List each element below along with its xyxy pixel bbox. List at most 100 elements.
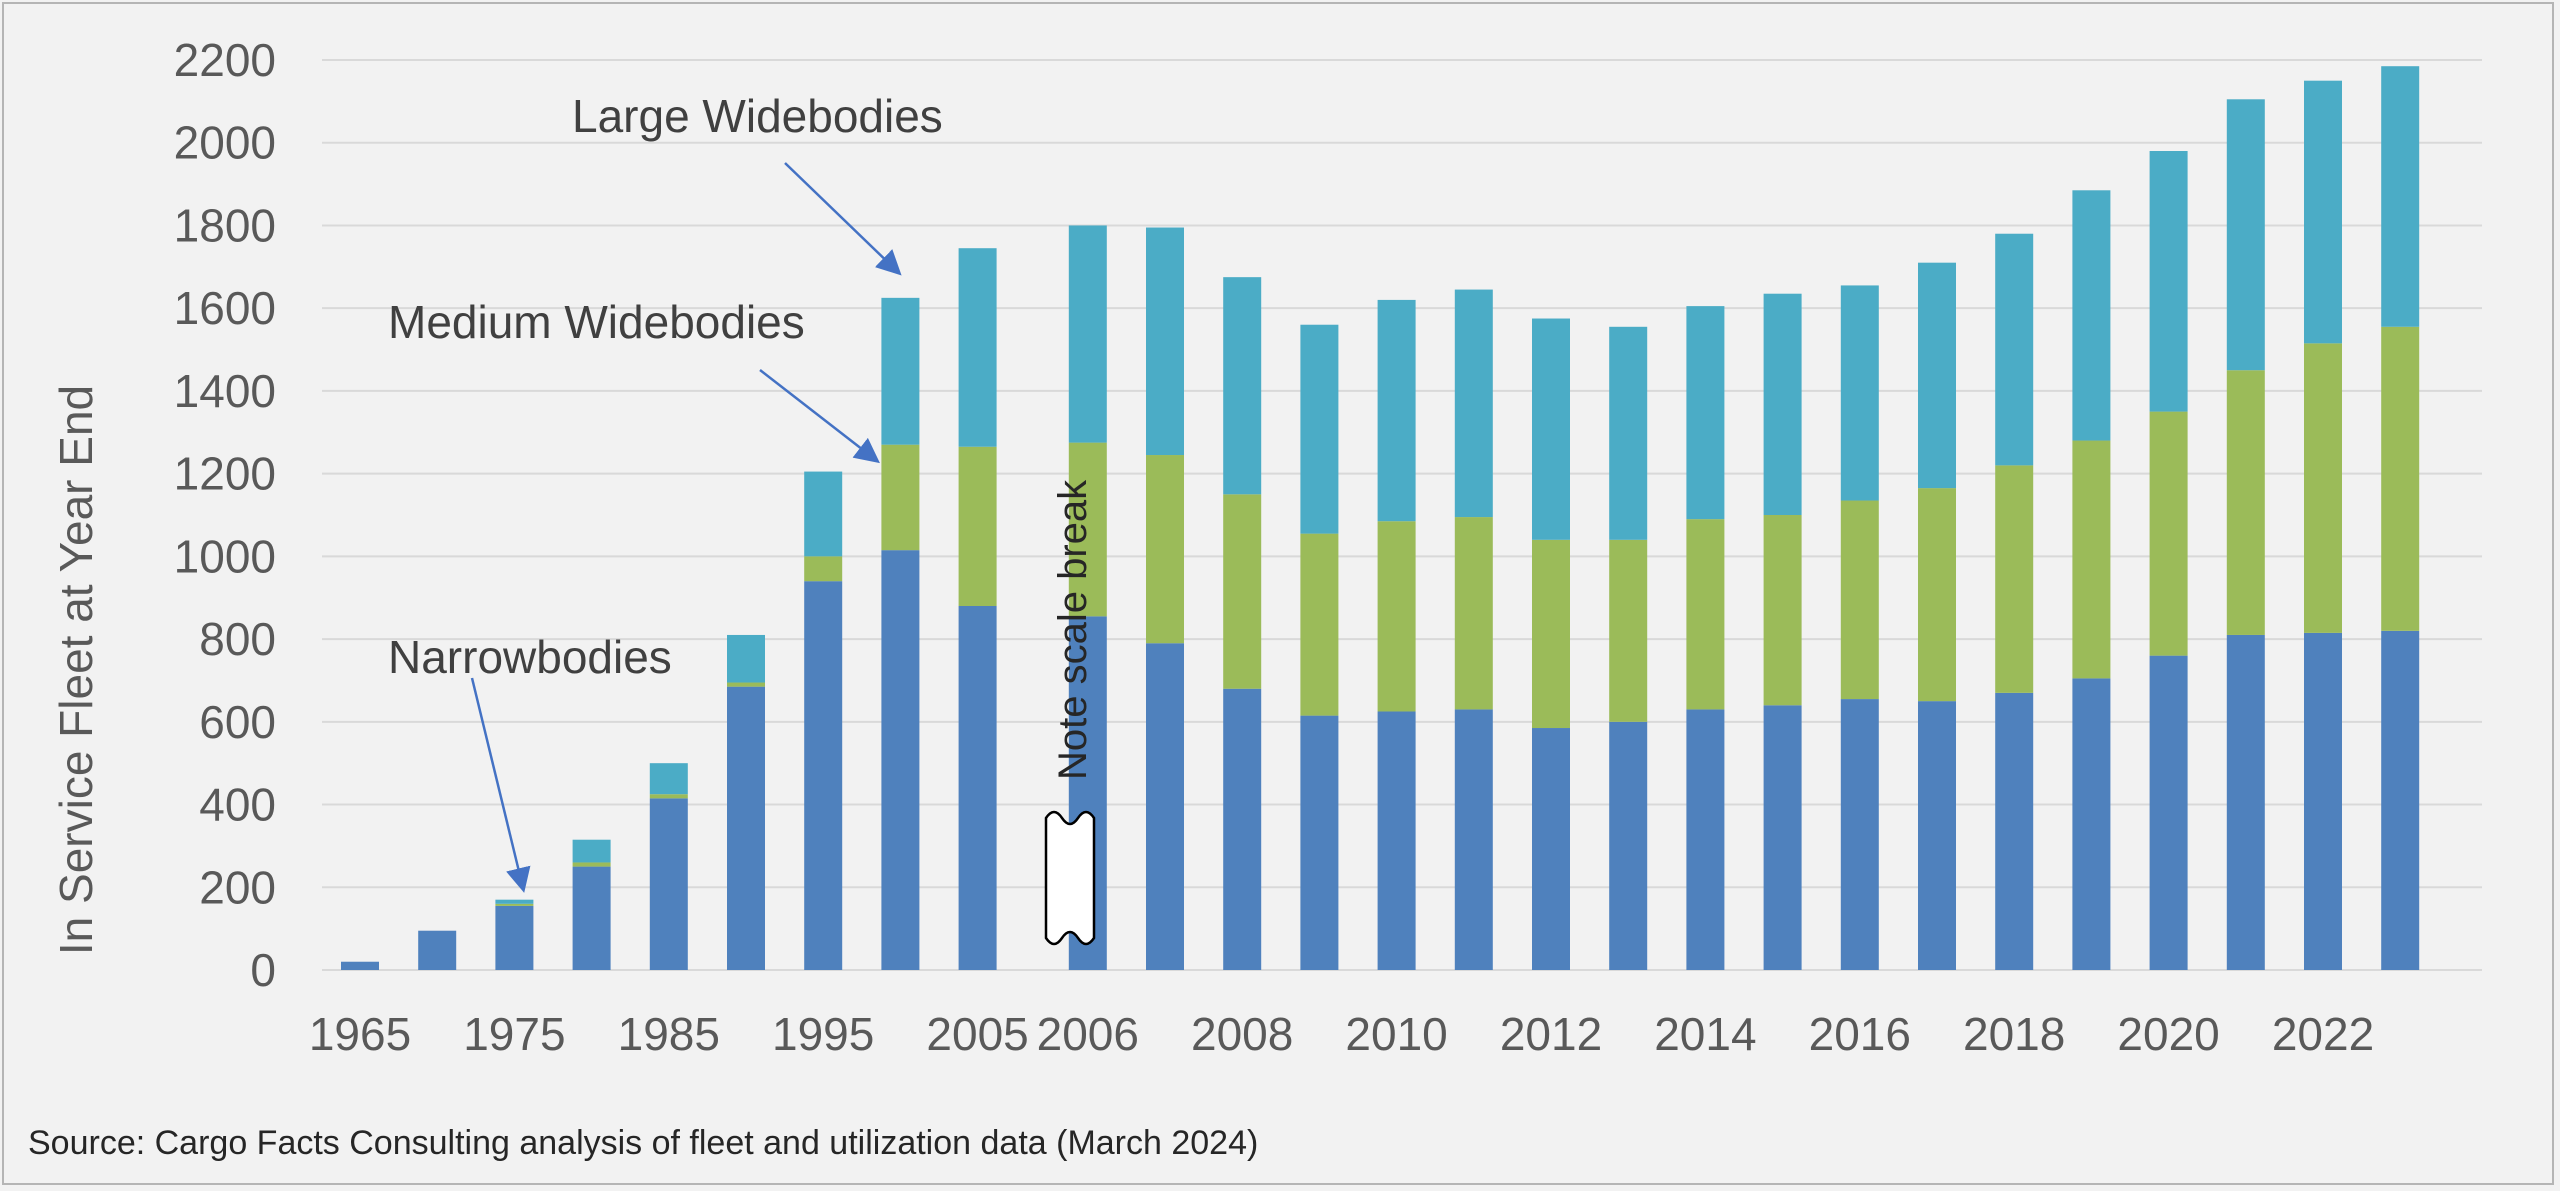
bar-segment-narrowbodies-1970	[418, 930, 457, 970]
bar-segment-large-widebodies-2019	[2072, 190, 2111, 441]
y-tick-label: 200	[199, 861, 276, 913]
bar-segment-medium-widebodies-2017	[1918, 488, 1956, 702]
x-tick-label: 2022	[2272, 1008, 2374, 1060]
bar-segment-large-widebodies-2021	[2226, 99, 2265, 371]
bar-segment-narrowbodies-2000	[881, 550, 920, 970]
arrow-large-widebodies	[784, 162, 902, 276]
bar-segment-large-widebodies-2020	[2149, 151, 2188, 412]
bar-segment-medium-widebodies-2007	[1146, 455, 1184, 644]
bar-segment-large-widebodies-2013	[1609, 326, 1648, 540]
bar-segment-narrowbodies-2010	[1377, 711, 1416, 970]
y-tick-label: 0	[250, 944, 276, 996]
bars	[341, 66, 2420, 970]
x-tick-label: 1985	[618, 1008, 720, 1060]
bar-segment-medium-widebodies-1990	[727, 682, 765, 687]
annotation-medium-widebodies: Medium Widebodies	[388, 296, 805, 348]
bar-segment-medium-widebodies-2021	[2226, 370, 2265, 635]
bar-segment-medium-widebodies-2012	[1532, 539, 1570, 729]
x-tick-label: 1975	[463, 1008, 565, 1060]
bar-segment-medium-widebodies-2019	[2072, 440, 2111, 679]
bar-segment-medium-widebodies-2008	[1223, 494, 1262, 689]
bar-segment-narrowbodies-2011	[1454, 709, 1493, 970]
scale-break-note: Note scale break	[1051, 479, 1095, 780]
bar-segment-medium-widebodies-2009	[1300, 533, 1339, 716]
scale-break-symbol	[1044, 810, 1096, 946]
annotation-large-widebodies: Large Widebodies	[572, 90, 943, 142]
bar-segment-medium-widebodies-2018	[1995, 465, 2034, 693]
bar-segment-medium-widebodies-2020	[2149, 411, 2188, 656]
x-axis-ticks: 1965 1975 1985 1995 2005 2006 2008 2010 2012 2014…	[309, 1008, 2374, 1060]
y-tick-label: 1000	[174, 530, 276, 582]
bar-segment-narrowbodies-1980	[572, 866, 611, 970]
bar-segment-narrowbodies-1965	[341, 961, 379, 970]
y-axis-ticks: 0 200 400 600 800 1000 1200 1400 1600 1800 2000 220…	[174, 34, 276, 996]
y-tick-label: 1800	[174, 199, 276, 251]
bar-segment-medium-widebodies-1980	[572, 862, 611, 867]
bar-segment-narrowbodies-2008	[1223, 688, 1262, 970]
x-tick-label: 2020	[2117, 1008, 2219, 1060]
bar-segment-large-widebodies-2015	[1763, 293, 1802, 515]
x-tick-label: 2005	[926, 1008, 1028, 1060]
bar-segment-large-widebodies-2014	[1686, 306, 1725, 520]
bar-segment-narrowbodies-2021	[2226, 634, 2265, 970]
y-axis-label: In Service Fleet at Year End	[50, 385, 102, 955]
x-tick-label: 2014	[1654, 1008, 1756, 1060]
bar-segment-narrowbodies-1985	[649, 798, 688, 970]
bar-segment-large-widebodies-2011	[1454, 289, 1493, 518]
bar-segment-large-widebodies-2022	[2304, 80, 2342, 344]
bar-segment-large-widebodies-2018	[1995, 233, 2034, 466]
bar-segment-medium-widebodies-2023	[2381, 326, 2420, 631]
bar-segment-medium-widebodies-2011	[1454, 517, 1493, 710]
bar-segment-narrowbodies-2016	[1840, 699, 1879, 970]
bar-segment-large-widebodies-2016	[1840, 285, 1879, 501]
bar-segment-narrowbodies-2019	[2072, 678, 2111, 970]
bar-segment-narrowbodies-2017	[1918, 701, 1956, 970]
bar-segment-medium-widebodies-2015	[1763, 515, 1802, 706]
x-tick-label: 2016	[1809, 1008, 1911, 1060]
bar-segment-large-widebodies-2007	[1146, 227, 1184, 456]
bar-segment-narrowbodies-2018	[1995, 692, 2034, 970]
bar-segment-medium-widebodies-2000	[881, 444, 920, 551]
bar-segment-large-widebodies-2000	[881, 297, 920, 445]
bar-segment-narrowbodies-2012	[1532, 728, 1570, 970]
y-tick-label: 800	[199, 613, 276, 665]
bar-segment-medium-widebodies-1985	[649, 794, 688, 799]
bar-segment-medium-widebodies-2022	[2304, 343, 2342, 633]
x-tick-label: 2012	[1500, 1008, 1602, 1060]
bar-segment-large-widebodies-2005	[958, 248, 997, 447]
bar-segment-large-widebodies-1975	[495, 899, 534, 904]
bar-segment-narrowbodies-2013	[1609, 721, 1648, 970]
bar-segment-narrowbodies-1975	[495, 905, 534, 970]
bar-segment-narrowbodies-2005	[958, 606, 997, 970]
y-tick-label: 400	[199, 779, 276, 831]
y-tick-label: 1600	[174, 282, 276, 334]
x-tick-label: 2006	[1037, 1008, 1139, 1060]
bar-segment-large-widebodies-1980	[572, 839, 611, 863]
bar-segment-narrowbodies-2014	[1686, 709, 1725, 970]
bar-segment-medium-widebodies-2016	[1840, 500, 1879, 700]
bar-segment-large-widebodies-2017	[1918, 262, 1956, 489]
bar-segment-narrowbodies-1995	[804, 581, 843, 970]
bar-segment-large-widebodies-2023	[2381, 66, 2420, 327]
annotation-narrowbodies: Narrowbodies	[388, 631, 672, 683]
bar-segment-large-widebodies-2010	[1377, 299, 1416, 522]
bar-segment-medium-widebodies-2014	[1686, 519, 1725, 710]
bar-segment-medium-widebodies-2005	[958, 446, 997, 606]
bar-segment-narrowbodies-1990	[727, 686, 765, 970]
bar-segment-medium-widebodies-1975	[495, 903, 534, 906]
x-tick-label: 1995	[772, 1008, 874, 1060]
x-tick-label: 2008	[1191, 1008, 1293, 1060]
y-tick-label: 1200	[174, 448, 276, 500]
bar-segment-large-widebodies-2008	[1223, 277, 1262, 495]
bar-segment-narrowbodies-2022	[2304, 632, 2342, 970]
arrow-narrowbodies	[470, 677, 531, 893]
bar-segment-large-widebodies-2009	[1300, 324, 1339, 534]
bar-segment-medium-widebodies-2013	[1609, 539, 1648, 722]
bar-segment-narrowbodies-2007	[1146, 643, 1184, 970]
bar-segment-large-widebodies-2012	[1532, 318, 1570, 540]
bar-segment-medium-widebodies-2010	[1377, 521, 1416, 712]
bar-segment-medium-widebodies-1995	[804, 556, 843, 582]
y-tick-label: 2200	[174, 34, 276, 86]
